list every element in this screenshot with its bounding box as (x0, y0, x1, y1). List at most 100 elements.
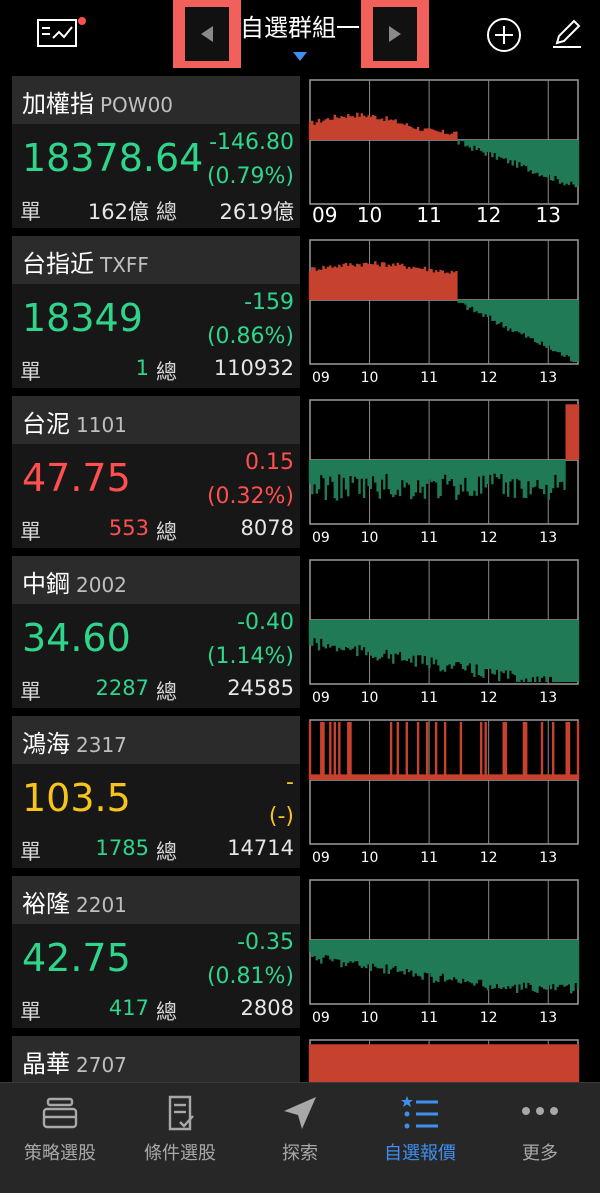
intraday-chart[interactable]: 09 10 11 12 13 (306, 396, 588, 548)
quote-panel[interactable]: 中鋼 2002 34.60 -0.40 (1.14%) 單 2287 總 24585 (12, 556, 300, 708)
more-dots-icon (522, 1107, 558, 1115)
top-header: 自選群組一 (0, 0, 600, 68)
x-tick-label: 10 (361, 1010, 379, 1026)
unit-volume: 1 (135, 356, 149, 380)
unit-volume-label: 單 (20, 360, 41, 384)
total-volume-label: 總 (156, 840, 177, 864)
quote-header: 台指近 TXFF (12, 236, 300, 284)
checklist-icon (168, 1095, 194, 1131)
stock-name-text: 台泥 (22, 410, 70, 438)
stock-row[interactable]: 裕隆 2201 42.75 -0.35 (0.81%) 單 417 總 2808 09 10 11 12… (12, 876, 588, 1028)
tab-strategy-screener[interactable]: 策略選股 (0, 1083, 120, 1193)
tab-watchlist[interactable]: 自選報價 (360, 1083, 480, 1193)
price: 18378.64 (22, 136, 204, 180)
x-tick-label: 10 (361, 690, 379, 706)
quote-panel[interactable]: 加權指 POW00 18378.64 -146.80 (0.79%) 單 162億總 2619… (12, 76, 300, 228)
price-change-percent: (0.86%) (206, 324, 294, 349)
x-tick-label: 13 (535, 203, 560, 227)
chart-area-down (457, 140, 580, 188)
stock-row[interactable]: 鴻海 2317 103.5 - (-) 單 1785 總 14714 09 10 11 12 13 (12, 716, 588, 868)
price: 47.75 (22, 456, 131, 500)
x-tick-label: 12 (480, 850, 498, 866)
quote-panel[interactable]: 裕隆 2201 42.75 -0.35 (0.81%) 單 417 總 2808 (12, 876, 300, 1028)
tab-label: 自選報價 (384, 1143, 456, 1164)
tab-label: 策略選股 (24, 1143, 96, 1164)
intraday-chart[interactable]: 09 10 11 12 13 (306, 556, 588, 708)
next-group-button[interactable] (361, 0, 429, 68)
stock-code: 2707 (76, 1053, 127, 1077)
price-change-percent: (0.81%) (206, 964, 294, 989)
chart-area-down (308, 620, 580, 682)
quote-header: 加權指 POW00 (12, 76, 300, 124)
x-tick-label: 09 (312, 850, 330, 866)
stock-code: 1101 (76, 413, 127, 437)
chart-area-up (565, 404, 580, 460)
stock-code: 2002 (76, 573, 127, 597)
stock-name-text: 中鋼 (22, 570, 70, 598)
prev-group-button[interactable] (173, 0, 241, 68)
chart-board-icon[interactable] (36, 16, 92, 52)
tab-explore[interactable]: 探索 (240, 1083, 360, 1193)
x-tick-label: 12 (480, 690, 498, 706)
stock-name-text: 鴻海 (22, 730, 70, 758)
intraday-chart[interactable]: 09 10 11 12 13 (306, 76, 588, 228)
intraday-chart[interactable]: 09 10 11 12 13 (306, 716, 588, 868)
unit-volume: 2287 (95, 676, 149, 700)
price-change: -159 (244, 290, 294, 315)
total-volume-label: 總 (156, 520, 177, 544)
price: 103.5 (22, 776, 131, 820)
stock-code: 2317 (76, 733, 127, 757)
tab-condition-screener[interactable]: 條件選股 (120, 1083, 240, 1193)
total-volume-label: 總 (156, 1000, 177, 1024)
total-volume: 24585 (227, 676, 294, 700)
stock-row[interactable]: 台泥 1101 47.75 0.15 (0.32%) 單 553 總 8078 09 10 11 12 1… (12, 396, 588, 548)
intraday-chart[interactable]: 09 10 11 12 13 (306, 876, 588, 1028)
total-volume-label: 總 (156, 680, 177, 704)
quote-panel[interactable]: 鴻海 2317 103.5 - (-) 單 1785 總 14714 (12, 716, 300, 868)
stock-name: 鴻海 2317 (22, 724, 127, 759)
x-tick-label: 13 (539, 690, 557, 706)
price-change: -0.40 (237, 610, 294, 635)
stock-name: 中鋼 2002 (22, 564, 127, 599)
total-volume: 110932 (213, 356, 294, 380)
edit-pencil-icon[interactable] (549, 15, 585, 51)
intraday-chart-svg: 09 10 11 12 13 (308, 559, 580, 706)
tab-more[interactable]: 更多 (480, 1083, 600, 1193)
stock-name: 裕隆 2201 (22, 884, 127, 919)
stock-row[interactable]: 中鋼 2002 34.60 -0.40 (1.14%) 單 2287 總 24585 09 10 11… (12, 556, 588, 708)
add-circle-icon[interactable] (485, 16, 523, 54)
stock-row[interactable]: 台指近 TXFF 18349 -159 (0.86%) 單 1 總 110932 09 10 11 12… (12, 236, 588, 388)
total-volume: 8078 (240, 516, 294, 540)
group-title[interactable]: 自選群組一 (240, 14, 360, 42)
price: 42.75 (22, 936, 131, 980)
quote-panel[interactable]: 台泥 1101 47.75 0.15 (0.32%) 單 553 總 8078 (12, 396, 300, 548)
x-tick-label: 09 (312, 370, 330, 386)
stock-row[interactable]: 加權指 POW00 18378.64 -146.80 (0.79%) 單 162億總 2619… (12, 76, 588, 228)
caret-down-icon[interactable] (293, 52, 307, 61)
stock-code: POW00 (100, 93, 174, 117)
intraday-chart[interactable]: 09 10 11 12 13 (306, 236, 588, 388)
x-tick-label: 09 (312, 530, 330, 546)
total-volume: 2808 (240, 996, 294, 1020)
x-tick-label: 11 (420, 690, 438, 706)
intraday-chart-svg: 09 10 11 12 13 (308, 239, 580, 386)
x-tick-label: 09 (312, 1010, 330, 1026)
bottom-tab-bar: 策略選股 條件選股 探索 自選報價 更多 (0, 1082, 600, 1193)
tab-label: 條件選股 (144, 1143, 216, 1164)
price-change-percent: (0.79%) (206, 164, 294, 189)
unit-volume: 553 (108, 516, 149, 540)
price: 34.60 (22, 616, 131, 660)
intraday-chart-svg: 09 10 11 12 13 (308, 879, 580, 1026)
quote-header: 晶華 2707 (12, 1036, 300, 1084)
unit-volume-label: 單 (20, 520, 41, 544)
stock-name: 台指近 TXFF (22, 244, 149, 279)
quote-panel[interactable]: 台指近 TXFF 18349 -159 (0.86%) 單 1 總 110932 (12, 236, 300, 388)
intraday-chart-svg: 09 10 11 12 13 (308, 79, 580, 227)
x-tick-label: 11 (420, 850, 438, 866)
total-volume: 14714 (227, 836, 294, 860)
quote-header: 台泥 1101 (12, 396, 300, 444)
total-volume-label: 總 (156, 200, 177, 224)
price-change: - (286, 770, 294, 795)
intraday-chart-svg: 09 10 11 12 13 (308, 399, 580, 546)
chart-area-down (308, 940, 580, 994)
